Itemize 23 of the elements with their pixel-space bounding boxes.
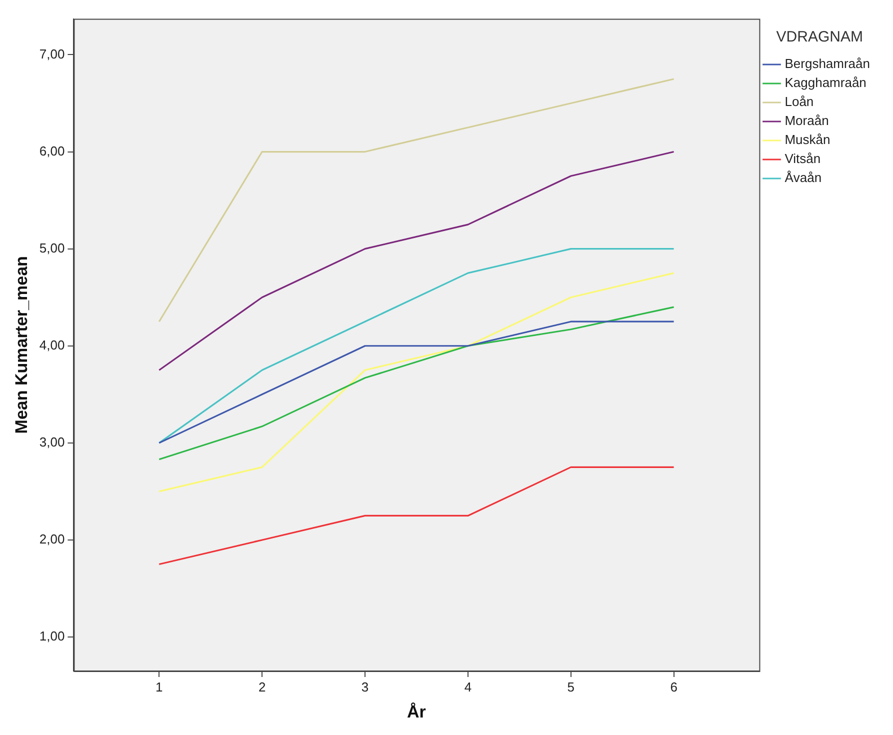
legend-label: Moraån <box>784 113 829 128</box>
legend-label: Bergshamraån <box>784 56 870 72</box>
legend-label: Loån <box>784 94 814 110</box>
y-tick-label: 3,00 <box>39 434 65 450</box>
y-tick-label: 4,00 <box>39 337 65 352</box>
x-tick-label: 6 <box>670 679 678 694</box>
x-axis-title: År <box>407 702 426 722</box>
legend-label: Muskån <box>784 132 830 148</box>
x-tick-label: 3 <box>361 679 369 694</box>
y-tick-label: 6,00 <box>39 143 65 158</box>
x-tick-label: 5 <box>567 679 574 694</box>
y-axis-title: Mean Kumarter_mean <box>12 256 31 434</box>
legend-label: Kagghamraån <box>784 75 866 90</box>
y-tick-label: 1,00 <box>39 628 65 644</box>
x-tick-label: 1 <box>156 679 163 694</box>
x-tick-label: 4 <box>464 679 472 694</box>
y-tick-label: 7,00 <box>39 46 65 62</box>
legend-title: VDRAGNAM <box>776 28 863 46</box>
y-tick-label: 5,00 <box>39 240 65 256</box>
legend-label: Vitsån <box>784 151 821 166</box>
legend-label: Åvaån <box>784 170 822 186</box>
x-tick-label: 2 <box>258 679 266 694</box>
y-tick-label: 2,00 <box>39 532 65 547</box>
